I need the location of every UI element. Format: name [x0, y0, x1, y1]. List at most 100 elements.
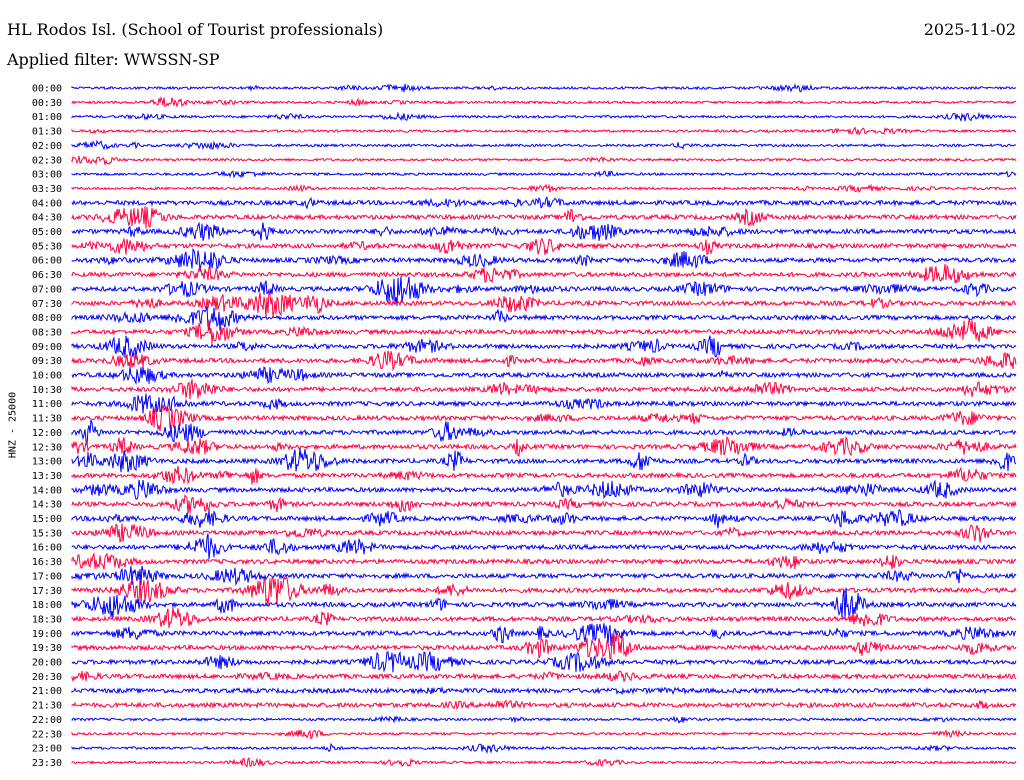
time-tick-label: 14:00	[32, 485, 62, 496]
time-tick-label: 05:00	[32, 227, 62, 238]
time-tick-label: 18:00	[32, 600, 62, 611]
seismic-trace	[71, 306, 1017, 331]
time-tick-label: 01:30	[32, 127, 62, 138]
time-tick-label: 10:30	[32, 385, 62, 396]
time-tick-label: 13:00	[32, 457, 62, 468]
seismic-trace	[71, 155, 1017, 166]
seismic-trace	[71, 276, 1017, 306]
time-tick-label: 04:30	[32, 213, 62, 224]
time-tick-label: 21:30	[32, 701, 62, 712]
seismic-trace	[71, 699, 1017, 711]
station-title: HL Rodos Isl. (School of Tourist profess…	[7, 20, 384, 39]
seismic-trace	[71, 757, 1017, 768]
seismic-trace	[71, 448, 1017, 473]
seismic-trace	[71, 533, 1017, 560]
seismic-trace	[71, 552, 1017, 570]
seismic-trace	[71, 221, 1016, 241]
seismic-trace	[71, 435, 1017, 457]
seismic-trace	[71, 742, 1017, 755]
seismic-trace	[71, 366, 1017, 385]
time-tick-label: 15:00	[32, 514, 62, 525]
time-tick-label: 15:30	[32, 528, 62, 539]
time-tick-label: 08:00	[32, 313, 62, 324]
seismic-trace	[71, 96, 1017, 109]
seismic-trace	[71, 111, 1017, 122]
time-tick-label: 07:30	[32, 299, 62, 310]
seismic-trace	[71, 419, 1017, 446]
seismic-trace	[71, 83, 1016, 93]
time-tick-label: 17:30	[32, 586, 62, 597]
seismic-trace	[71, 317, 1017, 344]
seismic-trace	[71, 509, 1017, 529]
time-tick-label: 09:00	[32, 342, 62, 353]
seismic-trace	[71, 335, 1017, 358]
seismic-trace	[71, 623, 1017, 647]
time-tick-label: 17:00	[32, 571, 62, 582]
seismic-trace	[71, 479, 1017, 500]
time-tick-label: 12:00	[32, 428, 62, 439]
time-tick-label: 03:30	[32, 184, 62, 195]
time-tick-label: 23:30	[32, 758, 62, 769]
time-tick-label: 19:30	[32, 643, 62, 654]
seismic-trace	[71, 686, 1017, 696]
seismic-trace	[71, 465, 1017, 485]
time-tick-label: 20:00	[32, 658, 62, 669]
seismic-trace	[71, 393, 1017, 414]
seismic-trace	[71, 632, 1017, 659]
time-tick-label: 00:00	[32, 84, 62, 95]
seismic-trace	[71, 206, 1017, 229]
seismic-trace	[71, 139, 1017, 151]
time-tick-label: 06:00	[32, 256, 62, 267]
time-tick-label: 05:30	[32, 241, 62, 252]
time-tick-label: 22:30	[32, 729, 62, 740]
seismic-trace	[71, 576, 1017, 606]
time-tick-label: 11:30	[32, 414, 62, 425]
time-tick-label: 06:30	[32, 270, 62, 281]
time-tick-label: 12:30	[32, 442, 62, 453]
time-tick-label: 01:00	[32, 112, 62, 123]
time-tick-label: 10:00	[32, 371, 62, 382]
time-tick-label: 04:00	[32, 198, 62, 209]
seismic-trace	[71, 565, 1017, 586]
time-tick-label: 08:30	[32, 327, 62, 338]
seismic-trace	[71, 523, 1017, 544]
seismic-trace	[71, 670, 1017, 683]
time-tick-label: 13:30	[32, 471, 62, 482]
seismic-trace	[71, 607, 1017, 629]
time-tick-label: 02:00	[32, 141, 62, 152]
seismic-trace	[71, 350, 1017, 372]
seismic-trace	[71, 263, 1017, 284]
time-tick-label: 14:30	[32, 500, 62, 511]
seismic-trace	[71, 379, 1017, 400]
seismic-trace	[71, 183, 1017, 194]
time-tick-label: 11:00	[32, 399, 62, 410]
seismic-trace	[71, 650, 1017, 673]
time-tick-label: 16:30	[32, 557, 62, 568]
record-date: 2025-11-02	[923, 20, 1016, 39]
seismic-trace	[71, 126, 1017, 136]
time-tick-label: 07:00	[32, 284, 62, 295]
seismic-trace	[71, 196, 1017, 210]
time-tick-label: 23:00	[32, 744, 62, 755]
time-tick-label: 21:00	[32, 686, 62, 697]
time-tick-label: 20:30	[32, 672, 62, 683]
seismic-trace	[71, 404, 1017, 431]
time-tick-label: 03:00	[32, 170, 62, 181]
seismic-trace	[71, 494, 1017, 514]
seismic-trace	[71, 587, 1017, 620]
time-tick-label: 02:30	[32, 155, 62, 166]
time-tick-label: 00:30	[32, 98, 62, 109]
seismic-trace	[71, 247, 1017, 272]
seismic-trace	[71, 715, 1017, 724]
seismic-trace	[71, 237, 1017, 255]
filter-label: Applied filter: WWSSN-SP	[7, 50, 220, 69]
time-tick-label: 19:00	[32, 629, 62, 640]
seismic-trace	[71, 170, 1017, 179]
time-tick-label: 16:00	[32, 543, 62, 554]
seismic-trace	[71, 290, 1017, 317]
time-tick-label: 18:30	[32, 614, 62, 625]
time-tick-label: 22:00	[32, 715, 62, 726]
time-tick-label: 09:30	[32, 356, 62, 367]
